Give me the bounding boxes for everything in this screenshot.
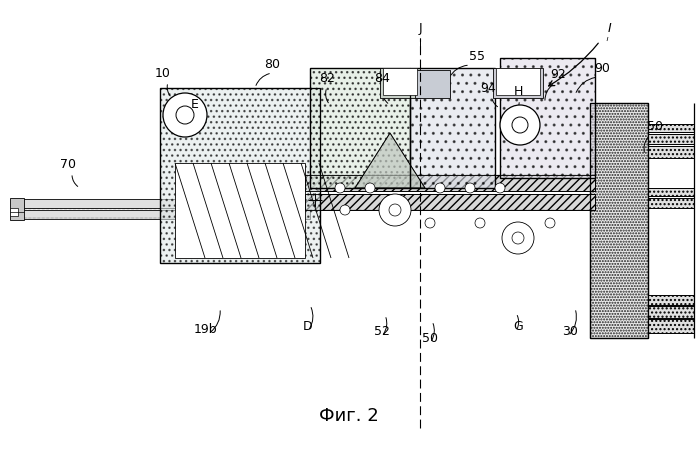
Text: 92: 92 bbox=[550, 68, 566, 81]
Bar bbox=[415, 70, 450, 98]
Circle shape bbox=[389, 204, 401, 216]
Bar bbox=[648, 319, 694, 333]
Bar bbox=[410, 68, 495, 188]
Text: D: D bbox=[303, 320, 313, 333]
Bar bbox=[590, 103, 648, 338]
Bar bbox=[648, 319, 694, 333]
Bar bbox=[648, 188, 694, 196]
Text: 50: 50 bbox=[647, 120, 663, 133]
Circle shape bbox=[335, 183, 345, 193]
Bar bbox=[15, 210, 310, 219]
Bar bbox=[648, 146, 694, 158]
Circle shape bbox=[340, 205, 350, 215]
Circle shape bbox=[465, 183, 475, 193]
Text: G: G bbox=[513, 320, 523, 333]
Bar bbox=[305, 194, 595, 210]
Text: 50: 50 bbox=[422, 332, 438, 345]
Text: 19b: 19b bbox=[193, 323, 217, 336]
Bar bbox=[15, 199, 310, 208]
Bar bbox=[310, 68, 410, 188]
Circle shape bbox=[425, 218, 435, 228]
Bar bbox=[175, 163, 305, 258]
Bar bbox=[160, 88, 320, 263]
Bar bbox=[648, 295, 694, 305]
Bar bbox=[500, 58, 595, 178]
Text: 30: 30 bbox=[562, 325, 578, 338]
Text: 70: 70 bbox=[60, 158, 76, 171]
Text: 90: 90 bbox=[594, 62, 610, 75]
Bar bbox=[10, 208, 18, 216]
Text: 84: 84 bbox=[374, 72, 390, 85]
Bar bbox=[648, 124, 694, 132]
Text: 80: 80 bbox=[264, 58, 280, 71]
Circle shape bbox=[365, 183, 375, 193]
Circle shape bbox=[475, 218, 485, 228]
Bar bbox=[305, 175, 595, 191]
Text: 52: 52 bbox=[374, 325, 390, 338]
Bar bbox=[648, 134, 694, 144]
Circle shape bbox=[545, 218, 555, 228]
Circle shape bbox=[512, 232, 524, 244]
Text: H: H bbox=[513, 85, 523, 98]
Bar bbox=[648, 134, 694, 144]
Bar bbox=[648, 188, 694, 196]
Circle shape bbox=[176, 106, 194, 124]
Text: E: E bbox=[191, 98, 199, 111]
Bar bbox=[493, 68, 543, 98]
Circle shape bbox=[500, 105, 540, 145]
Bar bbox=[648, 124, 694, 132]
Bar bbox=[648, 198, 694, 208]
Bar bbox=[648, 146, 694, 158]
Text: I: I bbox=[608, 22, 612, 35]
Text: J: J bbox=[418, 22, 421, 35]
Circle shape bbox=[512, 117, 528, 133]
Text: 94: 94 bbox=[480, 82, 496, 95]
Polygon shape bbox=[355, 133, 425, 188]
Bar bbox=[380, 68, 420, 98]
Bar bbox=[496, 68, 540, 95]
Circle shape bbox=[163, 93, 207, 137]
Bar bbox=[160, 88, 320, 263]
Bar bbox=[500, 58, 595, 178]
Bar bbox=[310, 68, 410, 188]
Bar bbox=[648, 306, 694, 318]
Bar bbox=[305, 194, 595, 210]
Text: Фиг. 2: Фиг. 2 bbox=[319, 407, 379, 425]
Circle shape bbox=[379, 194, 411, 226]
Text: 55: 55 bbox=[469, 50, 485, 63]
Text: 10: 10 bbox=[155, 67, 171, 80]
Text: 82: 82 bbox=[319, 72, 335, 85]
Circle shape bbox=[495, 183, 505, 193]
Bar bbox=[590, 103, 648, 338]
Bar bbox=[648, 295, 694, 305]
Bar bbox=[10, 198, 24, 220]
Bar bbox=[648, 306, 694, 318]
Bar bbox=[648, 198, 694, 208]
Bar bbox=[410, 68, 495, 188]
Bar bbox=[305, 175, 595, 191]
Bar bbox=[383, 68, 417, 95]
Circle shape bbox=[435, 183, 445, 193]
Circle shape bbox=[502, 222, 534, 254]
